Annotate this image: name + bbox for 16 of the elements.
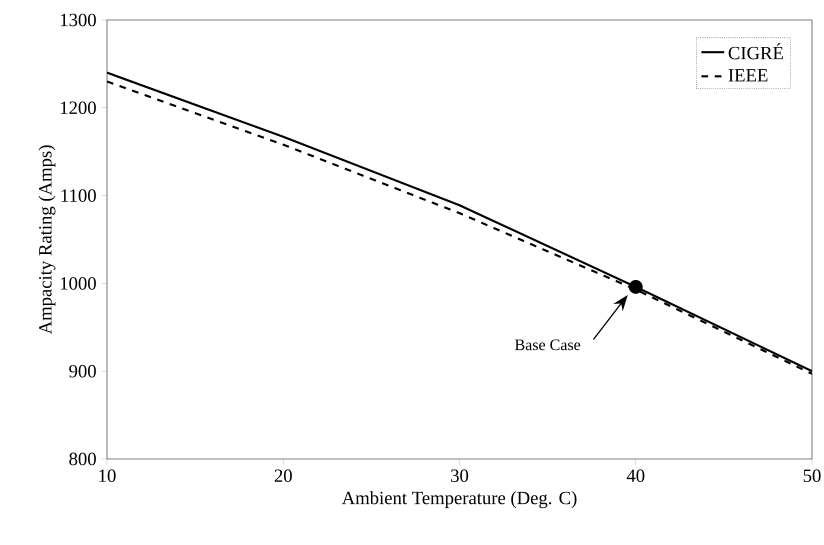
y-tick-label: 1000: [60, 277, 96, 290]
x-tick-label: 20: [274, 469, 292, 482]
x-tick-label: 40: [626, 469, 644, 482]
x-axis-title: Ambient Temperature (Deg. C): [342, 491, 576, 508]
y-tick-label: 800: [69, 452, 96, 466]
x-tick-label: 10: [99, 469, 116, 482]
y-tick-label: 1200: [60, 101, 96, 114]
x-tick-label: 30: [451, 469, 468, 482]
legend-label: CIGRÉ: [728, 43, 783, 60]
x-tick-label: 50: [804, 469, 821, 482]
annotation: Base Case: [514, 339, 580, 350]
y-axis-title: Ampacity Rating (Amps): [38, 145, 56, 334]
y-tick-label: 900: [69, 364, 96, 378]
legend-label: IEEE: [728, 69, 768, 82]
y-tick-label: 1100: [62, 189, 96, 202]
y-tick-label: 1300: [60, 14, 96, 26]
